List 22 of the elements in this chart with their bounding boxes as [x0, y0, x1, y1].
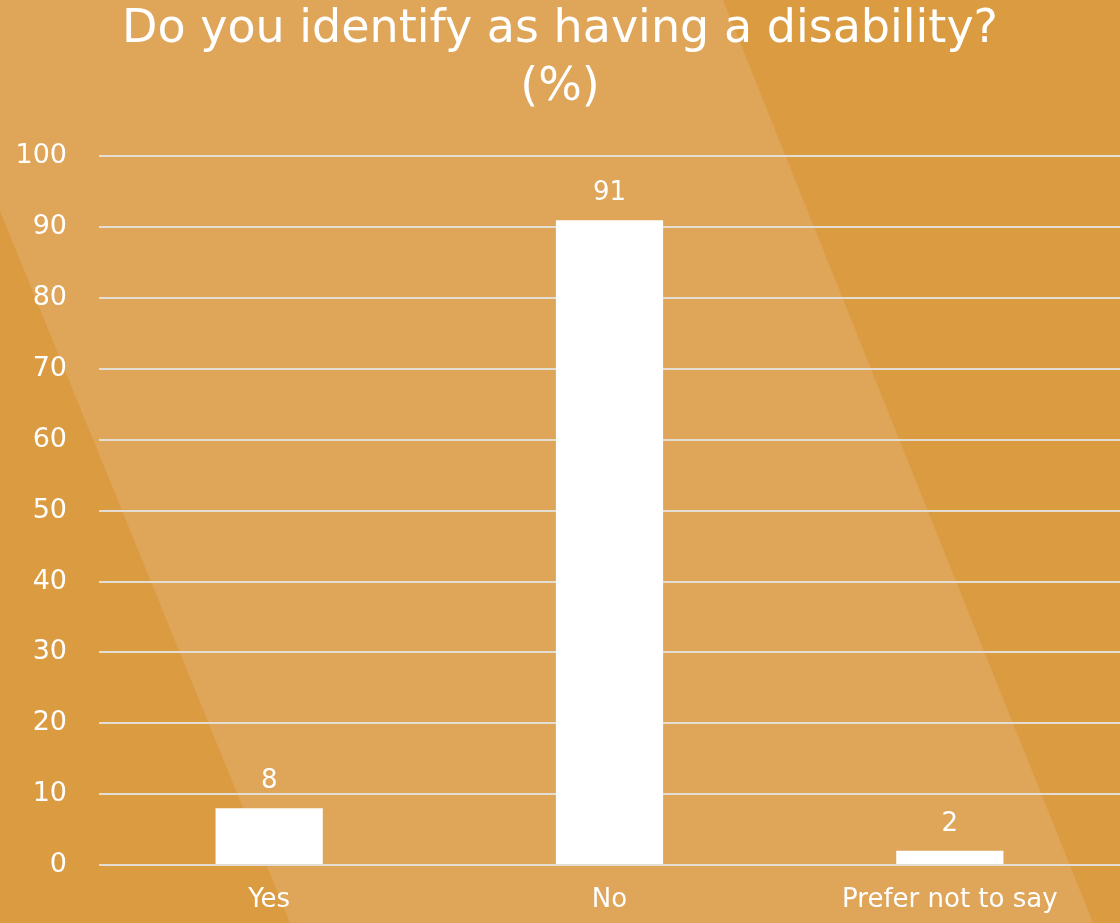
y-tick-label: 10 [32, 776, 67, 808]
data-label: 91 [592, 175, 627, 206]
y-tick-label: 60 [32, 421, 67, 453]
y-tick-label: 40 [32, 563, 67, 595]
y-tick-label: 70 [32, 351, 67, 382]
y-tick-label: 20 [32, 705, 67, 737]
y-tick-label: 90 [32, 209, 67, 241]
bar [215, 808, 323, 864]
y-tick-label: 0 [49, 847, 67, 879]
y-tick-label: 30 [32, 634, 67, 666]
y-tick-label: 100 [15, 138, 67, 170]
chart-subtitle: (%) [520, 56, 600, 111]
x-tick-label: No [591, 883, 628, 914]
y-tick-label: 50 [32, 492, 67, 524]
bar [896, 850, 1004, 864]
bar [555, 220, 664, 864]
data-label: 8 [260, 764, 278, 795]
chart-title: Do you identify as having a disability? [121, 0, 999, 53]
x-tick-label: Yes [247, 883, 291, 914]
data-label: 2 [941, 806, 959, 837]
x-tick-label: Prefer not to say [842, 883, 1058, 914]
y-tick-label: 80 [32, 280, 67, 312]
